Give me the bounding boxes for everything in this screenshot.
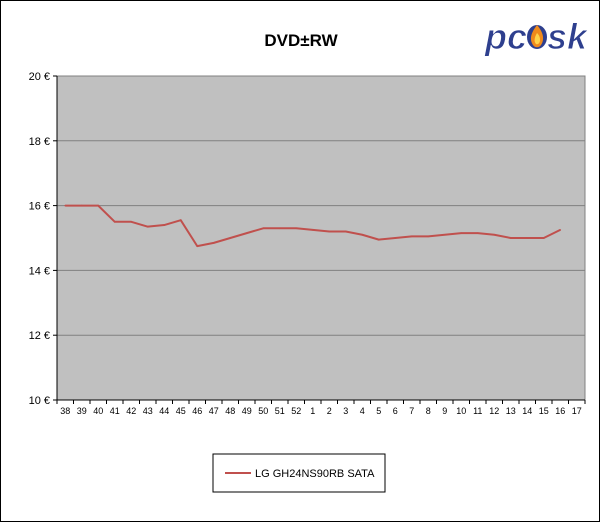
data-point <box>295 227 298 230</box>
data-point <box>443 233 446 236</box>
data-point <box>212 242 215 244</box>
plot-area <box>56 75 586 401</box>
x-tick-label: 39 <box>77 406 87 416</box>
legend: LG GH24NS90RB SATA <box>212 453 386 493</box>
x-tick-label: 14 <box>522 406 532 416</box>
x-tick-label: 42 <box>126 406 136 416</box>
data-point <box>80 204 83 207</box>
x-tick-label: 3 <box>343 406 348 416</box>
data-point <box>394 237 397 239</box>
y-tick-label: 14 € <box>29 265 50 277</box>
series-layer <box>64 204 562 248</box>
data-point <box>493 233 496 236</box>
x-tick-label: 5 <box>376 406 381 416</box>
y-tick-label: 20 € <box>29 71 50 83</box>
data-point <box>526 237 529 239</box>
x-tick-label: 13 <box>506 406 516 416</box>
data-point <box>179 219 182 221</box>
y-tick-label: 12 € <box>29 330 50 342</box>
data-point <box>361 233 364 236</box>
x-tick-label: 44 <box>159 406 169 416</box>
y-tick-label: 10 € <box>29 395 50 407</box>
data-point <box>229 237 232 239</box>
data-point <box>278 227 281 230</box>
x-axis: 38 39 40 41 42 43 44 45 46 47 48 49 50 51 52 1 2 3 4 5 6 7 8 9 1… <box>56 399 586 416</box>
data-point <box>377 238 380 241</box>
x-tick-label: 10 <box>456 406 466 416</box>
x-tick-label: 40 <box>93 406 103 416</box>
x-tick-label: 4 <box>360 406 365 416</box>
x-tick-label: 48 <box>225 406 235 416</box>
x-tick-label: 45 <box>176 406 186 416</box>
x-tick-label: 11 <box>473 406 482 416</box>
x-tick-label: 51 <box>275 406 285 416</box>
x-tick-label: 49 <box>242 406 252 416</box>
x-tick-label: 6 <box>393 406 398 416</box>
y-tick-label: 18 € <box>29 136 50 148</box>
x-tick-label: 1 <box>310 406 315 416</box>
x-tick-label: 47 <box>209 406 219 416</box>
x-tick-label: 8 <box>426 406 431 416</box>
data-point <box>559 229 562 231</box>
data-point <box>97 204 100 207</box>
data-point <box>311 229 314 231</box>
x-tick-label: 46 <box>192 406 202 416</box>
x-tick-label: 52 <box>291 406 301 416</box>
data-point <box>427 235 430 238</box>
data-point <box>262 227 265 230</box>
x-tick-label: 7 <box>409 406 414 416</box>
logo-text-left: pc <box>484 16 527 57</box>
data-point <box>163 224 166 226</box>
data-point <box>130 221 133 223</box>
data-point <box>542 237 545 239</box>
flame-icon <box>527 25 547 49</box>
data-point <box>64 204 67 207</box>
legend-entry-label: LG GH24NS90RB SATA <box>255 468 375 480</box>
x-tick-label: 50 <box>258 406 268 416</box>
data-point <box>113 221 116 223</box>
x-tick-label: 41 <box>110 406 120 416</box>
data-point <box>476 232 479 234</box>
x-tick-label: 38 <box>60 406 70 416</box>
x-tick-label: 2 <box>327 406 332 416</box>
y-axis: 10 € 12 € 14 € 16 € 18 € 20 € <box>29 71 58 407</box>
x-tick-label: 17 <box>572 406 582 416</box>
data-point <box>410 235 413 238</box>
data-point <box>328 230 331 233</box>
pcsk-logo: pc sk <box>484 16 590 58</box>
y-tick-label: 16 € <box>29 201 50 213</box>
chart-title: DVD±RW <box>264 31 338 50</box>
data-point <box>460 232 463 234</box>
data-point <box>509 237 512 239</box>
gridlines <box>57 140 585 336</box>
x-tick-label: 15 <box>539 406 549 416</box>
logo-text-right: sk <box>547 16 589 57</box>
x-tick-label: 16 <box>555 406 565 416</box>
x-tick-label: 43 <box>143 406 153 416</box>
data-point <box>245 232 248 234</box>
x-tick-label: 9 <box>442 406 447 416</box>
data-point <box>196 245 199 247</box>
x-tick-label: 12 <box>489 406 499 416</box>
data-point <box>146 225 149 228</box>
data-point <box>344 230 347 233</box>
